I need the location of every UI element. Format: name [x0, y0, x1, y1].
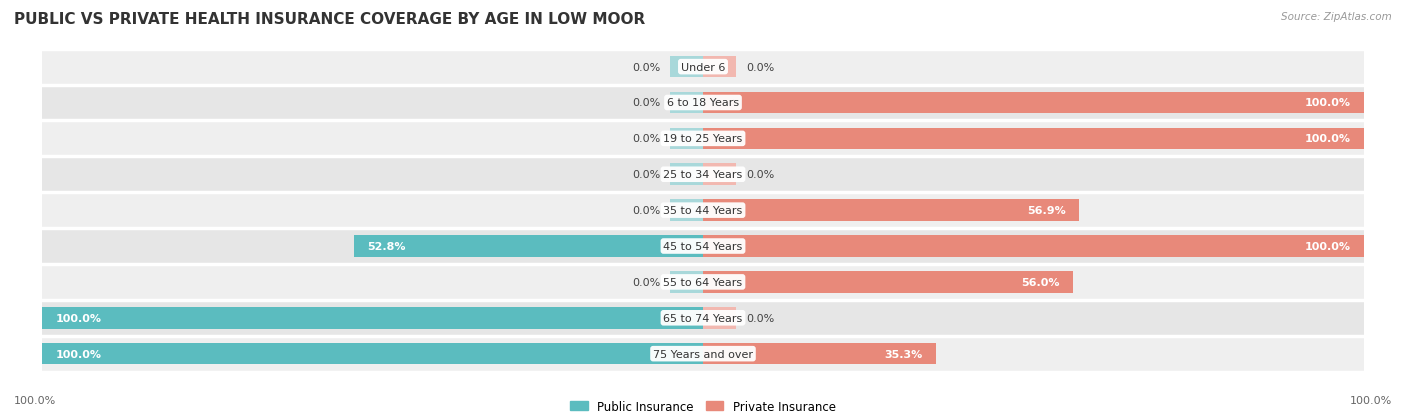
Bar — [669, 93, 703, 114]
Text: PUBLIC VS PRIVATE HEALTH INSURANCE COVERAGE BY AGE IN LOW MOOR: PUBLIC VS PRIVATE HEALTH INSURANCE COVER… — [14, 12, 645, 27]
Bar — [42, 307, 703, 329]
Text: Under 6: Under 6 — [681, 62, 725, 72]
Bar — [42, 336, 1364, 372]
Bar — [703, 271, 1073, 293]
Text: 100.0%: 100.0% — [14, 395, 56, 405]
Bar — [703, 164, 737, 185]
Text: 0.0%: 0.0% — [631, 277, 659, 287]
Text: 100.0%: 100.0% — [1305, 98, 1351, 108]
Bar — [42, 264, 1364, 300]
Text: 0.0%: 0.0% — [631, 206, 659, 216]
Bar — [703, 128, 1364, 150]
Bar — [42, 121, 1364, 157]
Text: 100.0%: 100.0% — [1350, 395, 1392, 405]
Bar — [669, 200, 703, 221]
Bar — [354, 236, 703, 257]
Text: Source: ZipAtlas.com: Source: ZipAtlas.com — [1281, 12, 1392, 22]
Bar — [42, 343, 703, 365]
Text: 0.0%: 0.0% — [747, 313, 775, 323]
Legend: Public Insurance, Private Insurance: Public Insurance, Private Insurance — [565, 395, 841, 413]
Text: 0.0%: 0.0% — [631, 170, 659, 180]
Text: 0.0%: 0.0% — [631, 134, 659, 144]
Bar — [42, 228, 1364, 264]
Text: 100.0%: 100.0% — [55, 313, 101, 323]
Text: 0.0%: 0.0% — [631, 62, 659, 72]
Bar — [703, 93, 1364, 114]
Text: 35 to 44 Years: 35 to 44 Years — [664, 206, 742, 216]
Bar — [669, 271, 703, 293]
Bar — [703, 57, 737, 78]
Text: 65 to 74 Years: 65 to 74 Years — [664, 313, 742, 323]
Text: 55 to 64 Years: 55 to 64 Years — [664, 277, 742, 287]
Bar — [703, 343, 936, 365]
Bar — [669, 57, 703, 78]
Text: 100.0%: 100.0% — [1305, 134, 1351, 144]
Bar — [703, 200, 1078, 221]
Bar — [669, 128, 703, 150]
Text: 100.0%: 100.0% — [1305, 242, 1351, 252]
Text: 0.0%: 0.0% — [747, 62, 775, 72]
Text: 75 Years and over: 75 Years and over — [652, 349, 754, 359]
Text: 6 to 18 Years: 6 to 18 Years — [666, 98, 740, 108]
Text: 56.0%: 56.0% — [1021, 277, 1060, 287]
Text: 0.0%: 0.0% — [631, 98, 659, 108]
Bar — [42, 50, 1364, 85]
Bar — [42, 193, 1364, 228]
Text: 25 to 34 Years: 25 to 34 Years — [664, 170, 742, 180]
Text: 100.0%: 100.0% — [55, 349, 101, 359]
Text: 0.0%: 0.0% — [747, 170, 775, 180]
Text: 45 to 54 Years: 45 to 54 Years — [664, 242, 742, 252]
Bar — [42, 85, 1364, 121]
Bar — [42, 157, 1364, 193]
Bar — [669, 164, 703, 185]
Bar — [42, 300, 1364, 336]
Text: 19 to 25 Years: 19 to 25 Years — [664, 134, 742, 144]
Text: 52.8%: 52.8% — [367, 242, 406, 252]
Text: 35.3%: 35.3% — [884, 349, 924, 359]
Bar — [703, 236, 1364, 257]
Text: 56.9%: 56.9% — [1026, 206, 1066, 216]
Bar — [703, 307, 737, 329]
